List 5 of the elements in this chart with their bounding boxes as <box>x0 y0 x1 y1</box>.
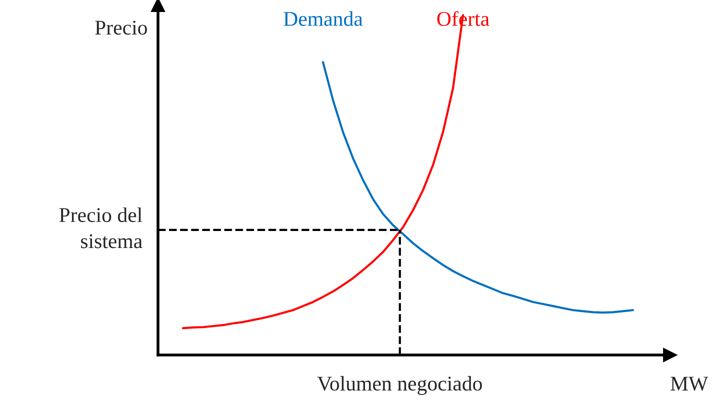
ref-line-label: Precio del sistema <box>59 207 142 248</box>
y-axis-title: Precio <box>95 20 147 35</box>
text: Volumen negociado <box>317 376 482 395</box>
x-axis-title: MW <box>670 376 708 391</box>
text: Demanda <box>284 11 363 26</box>
